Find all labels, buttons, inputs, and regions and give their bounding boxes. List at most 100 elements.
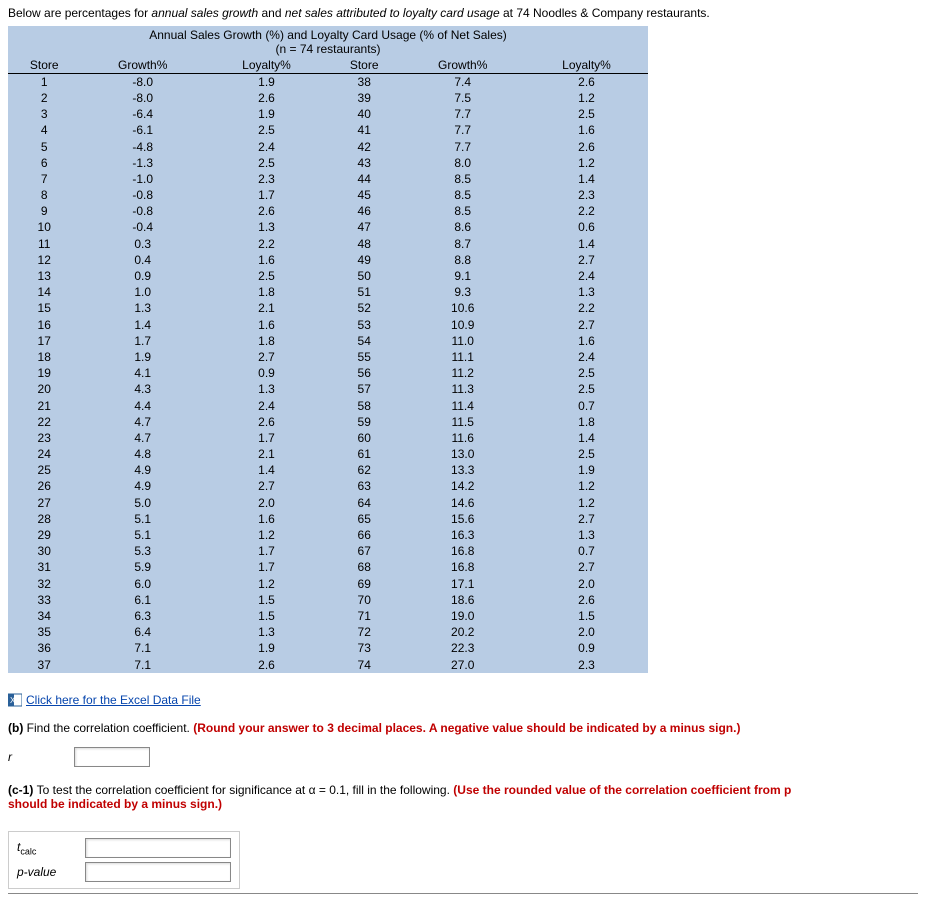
table-cell: 2.4 <box>205 398 328 414</box>
table-cell: 2.3 <box>525 657 648 673</box>
table-cell: 1.9 <box>205 640 328 656</box>
table-row: 141.01.8519.31.3 <box>8 284 648 300</box>
table-cell: 2.2 <box>205 236 328 252</box>
table-cell: 2.7 <box>205 478 328 494</box>
table-cell: 41 <box>328 122 400 138</box>
table-cell: 16.3 <box>400 527 525 543</box>
table-cell: 5.3 <box>80 543 205 559</box>
table-cell: 66 <box>328 527 400 543</box>
bottom-rule <box>8 893 918 894</box>
table-cell: 1.7 <box>205 187 328 203</box>
table-cell: 74 <box>328 657 400 673</box>
table-cell: 2.6 <box>205 657 328 673</box>
intro-text: Below are percentages for annual sales g… <box>8 6 918 20</box>
table-cell: 20.2 <box>400 624 525 640</box>
c1-answer-box: tcalc p-value <box>8 831 240 889</box>
table-cell: 17.1 <box>400 576 525 592</box>
table-cell: 1.4 <box>205 462 328 478</box>
table-cell: 2.0 <box>525 624 648 640</box>
table-cell: 1.6 <box>525 333 648 349</box>
table-cell: 1.2 <box>525 90 648 106</box>
intro-suffix: at 74 Noodles & Company restaurants. <box>500 6 710 20</box>
table-cell: 2.6 <box>525 592 648 608</box>
table-cell: 9.3 <box>400 284 525 300</box>
tcalc-input[interactable] <box>85 838 231 858</box>
table-cell: 2 <box>8 90 80 106</box>
table-cell: 53 <box>328 317 400 333</box>
table-cell: 2.5 <box>525 446 648 462</box>
table-cell: 1.4 <box>80 317 205 333</box>
col-store-1: Store <box>8 57 80 74</box>
table-cell: 4.1 <box>80 365 205 381</box>
table-cell: 5.0 <box>80 495 205 511</box>
table-cell: 14 <box>8 284 80 300</box>
tcalc-label: tcalc <box>17 840 57 856</box>
pvalue-input[interactable] <box>85 862 231 882</box>
table-cell: 2.3 <box>205 171 328 187</box>
table-cell: 7.1 <box>80 640 205 656</box>
table-cell: 11 <box>8 236 80 252</box>
table-cell: 14.6 <box>400 495 525 511</box>
table-cell: 1.6 <box>205 511 328 527</box>
table-body: 1-8.01.9387.42.62-8.02.6397.51.23-6.41.9… <box>8 73 648 672</box>
table-cell: 37 <box>8 657 80 673</box>
table-cell: 2.2 <box>525 203 648 219</box>
qb-text: Find the correlation coefficient. <box>27 721 194 735</box>
table-cell: -1.3 <box>80 155 205 171</box>
table-cell: -0.4 <box>80 219 205 235</box>
table-cell: 8.5 <box>400 203 525 219</box>
table-cell: 56 <box>328 365 400 381</box>
table-cell: 19 <box>8 365 80 381</box>
table-cell: 1.6 <box>205 252 328 268</box>
table-cell: 0.9 <box>525 640 648 656</box>
table-cell: 2.3 <box>525 187 648 203</box>
table-cell: 8.8 <box>400 252 525 268</box>
table-cell: 40 <box>328 106 400 122</box>
table-cell: 50 <box>328 268 400 284</box>
table-cell: 2.5 <box>205 268 328 284</box>
table-cell: 22.3 <box>400 640 525 656</box>
col-store-2: Store <box>328 57 400 74</box>
table-row: 1-8.01.9387.42.6 <box>8 73 648 90</box>
table-cell: 9 <box>8 203 80 219</box>
intro-mid: and <box>258 6 285 20</box>
table-cell: 7.4 <box>400 73 525 90</box>
table-cell: 11.0 <box>400 333 525 349</box>
table-row: 275.02.06414.61.2 <box>8 495 648 511</box>
table-cell: 34 <box>8 608 80 624</box>
table-cell: 2.5 <box>205 155 328 171</box>
table-cell: 15.6 <box>400 511 525 527</box>
table-cell: 32 <box>8 576 80 592</box>
table-cell: 5.1 <box>80 527 205 543</box>
table-cell: 4.9 <box>80 462 205 478</box>
table-row: 224.72.65911.51.8 <box>8 414 648 430</box>
table-row: 181.92.75511.12.4 <box>8 349 648 365</box>
table-cell: 27.0 <box>400 657 525 673</box>
table-cell: 64 <box>328 495 400 511</box>
table-cell: -8.0 <box>80 90 205 106</box>
table-cell: 30 <box>8 543 80 559</box>
table-cell: 71 <box>328 608 400 624</box>
data-table: Store Growth% Loyalty% Store Growth% Loy… <box>8 57 648 673</box>
qb-label: (b) <box>8 721 27 735</box>
table-row: 151.32.15210.62.2 <box>8 300 648 316</box>
table-cell: 2.5 <box>525 381 648 397</box>
table-cell: 1.8 <box>525 414 648 430</box>
table-cell: 12 <box>8 252 80 268</box>
table-cell: 8 <box>8 187 80 203</box>
excel-file-link[interactable]: X Click here for the Excel Data File <box>8 693 201 707</box>
question-c1: (c-1) To test the correlation coefficien… <box>8 783 918 811</box>
table-cell: 17 <box>8 333 80 349</box>
table-cell: 27 <box>8 495 80 511</box>
table-cell: 4.7 <box>80 430 205 446</box>
table-cell: 55 <box>328 349 400 365</box>
table-cell: 14.2 <box>400 478 525 494</box>
data-table-container: Annual Sales Growth (%) and Loyalty Card… <box>8 26 648 673</box>
r-input[interactable] <box>74 747 150 767</box>
table-cell: 31 <box>8 559 80 575</box>
table-row: 315.91.76816.82.7 <box>8 559 648 575</box>
tcalc-row: tcalc <box>17 838 231 858</box>
table-cell: 1.6 <box>205 317 328 333</box>
table-cell: 11.2 <box>400 365 525 381</box>
table-cell: 4.8 <box>80 446 205 462</box>
